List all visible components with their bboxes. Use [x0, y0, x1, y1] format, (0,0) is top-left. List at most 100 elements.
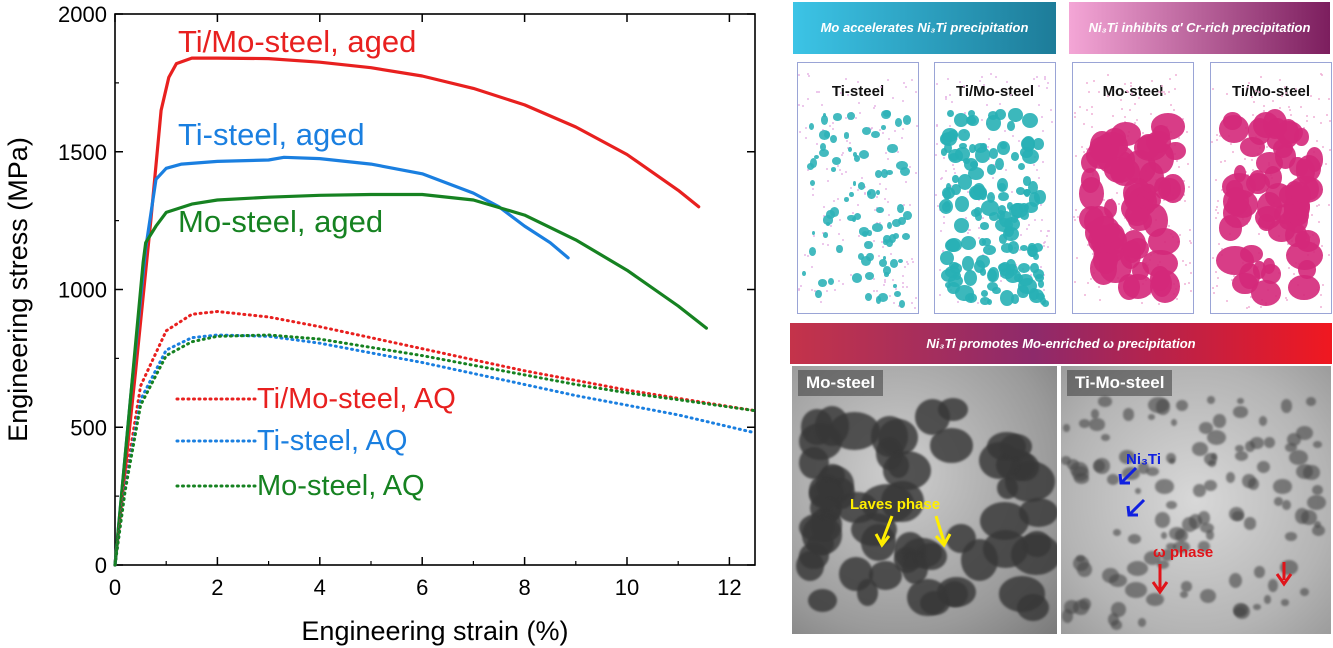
atom-speck	[884, 151, 887, 154]
precipitate-particle	[853, 213, 861, 220]
atom-speck	[1215, 138, 1218, 141]
atom-speck	[1250, 96, 1253, 99]
atom-speck	[1135, 118, 1138, 121]
atom-speck	[1246, 223, 1249, 226]
atom-speck	[1045, 235, 1048, 238]
x-tick-label: 2	[211, 575, 223, 600]
atom-speck	[1328, 149, 1331, 152]
precipitate-particle	[867, 230, 872, 236]
chart-axes: 0 2 4 6 8 10 12 0 500 1000 1500 2000 Engineering str…	[3, 2, 756, 646]
micrograph-particle	[907, 578, 949, 617]
precipitate-particle	[880, 109, 892, 119]
precipitate-particle	[1136, 133, 1160, 160]
precipitate-particle	[872, 223, 884, 233]
precipitate-particle	[1032, 137, 1044, 151]
micrograph-particle	[1301, 510, 1318, 525]
atom-speck	[1212, 256, 1215, 259]
atom-speck	[991, 176, 994, 179]
atom-speck	[935, 82, 938, 85]
atom-speck	[1250, 158, 1253, 161]
micrograph-particle	[1199, 588, 1216, 603]
micrograph-particle	[1253, 603, 1262, 611]
micrograph-particle	[1148, 397, 1169, 413]
precipitate-particle	[967, 166, 984, 180]
atom-speck	[1185, 130, 1188, 133]
precipitate-particle	[830, 167, 837, 172]
precipitate-particle	[830, 135, 837, 144]
micrograph-particle	[1125, 582, 1148, 598]
atom-speck	[813, 234, 816, 237]
precipitate-particle	[1010, 214, 1019, 223]
precipitate-particle	[954, 112, 969, 128]
apt-ti-mo-steel-cr: Ti/Mo-steel	[1210, 62, 1332, 314]
precipitate-particle	[1020, 245, 1028, 252]
atom-speck	[893, 301, 896, 304]
atom-speck	[910, 257, 913, 260]
precipitate-particle	[895, 160, 908, 171]
atom-speck	[841, 151, 844, 154]
atom-speck	[1011, 135, 1014, 138]
micrograph-particle	[1274, 497, 1284, 506]
atom-speck	[1211, 141, 1214, 144]
atom-speck	[1177, 137, 1180, 140]
atom-speck	[827, 244, 830, 246]
micrograph-particle	[1172, 540, 1190, 554]
stress-strain-chart: 0 2 4 6 8 10 12 0 500 1000 1500 2000 Engineering str…	[3, 2, 757, 646]
atom-speck	[1322, 283, 1325, 286]
precipitate-particle	[811, 231, 816, 236]
atom-speck	[967, 231, 970, 234]
atom-speck	[1138, 97, 1141, 100]
ni3ti-arrow-icon	[1118, 466, 1146, 517]
legend-label-6: Mo-steel, AQ	[257, 470, 425, 502]
micrograph-particle	[1154, 511, 1171, 528]
atom-speck	[1216, 277, 1219, 280]
precipitate-particle	[896, 203, 904, 213]
atom-speck	[986, 103, 989, 106]
atom-speck	[979, 79, 982, 82]
atom-speck	[952, 168, 955, 171]
apt-ti-steel: Ti-steel	[797, 62, 919, 314]
micrograph-particle	[1199, 422, 1213, 434]
atom-speck	[800, 284, 803, 287]
precipitate-particle	[877, 293, 889, 303]
atom-speck	[872, 106, 875, 109]
atom-speck	[851, 212, 854, 215]
atom-speck	[915, 172, 918, 175]
precipitate-particle	[809, 179, 815, 186]
precipitate-particle	[955, 285, 975, 301]
micrograph-particle	[1145, 466, 1160, 477]
precipitate-particle	[1026, 244, 1039, 258]
atom-speck	[818, 91, 821, 94]
precipitate-particle	[1030, 262, 1039, 273]
atom-speck	[1048, 229, 1051, 232]
atom-speck	[887, 137, 890, 140]
atom-speck	[1038, 104, 1041, 107]
precipitate-particle	[865, 272, 875, 280]
micrograph-particle	[1122, 408, 1135, 421]
micrograph-particle	[999, 576, 1046, 612]
precipitate-particle	[968, 184, 988, 200]
atom-speck	[914, 306, 917, 309]
micrograph-particle	[857, 579, 879, 606]
atom-speck	[842, 239, 845, 242]
atom-speck	[953, 171, 956, 174]
atom-speck	[1073, 112, 1076, 115]
apt-ti-mo-steel: Ti/Mo-steel	[934, 62, 1056, 314]
atom-speck	[1169, 103, 1172, 106]
atom-speck	[1074, 154, 1077, 157]
atom-speck	[1217, 211, 1220, 214]
micrograph-particle	[1170, 418, 1178, 427]
micrograph-particle	[1018, 498, 1057, 527]
atom-speck	[988, 158, 991, 161]
micrograph-particle	[1228, 507, 1245, 522]
atom-speck	[1073, 116, 1076, 119]
atom-speck	[902, 282, 905, 285]
atom-speck	[877, 254, 880, 257]
atom-speck	[982, 83, 985, 86]
atom-speck	[911, 261, 914, 264]
micrograph-particle	[1143, 550, 1161, 565]
atom-speck	[805, 127, 808, 130]
precipitate-particle	[807, 163, 815, 170]
atom-speck	[1129, 108, 1132, 111]
precipitate-particle	[832, 113, 843, 121]
